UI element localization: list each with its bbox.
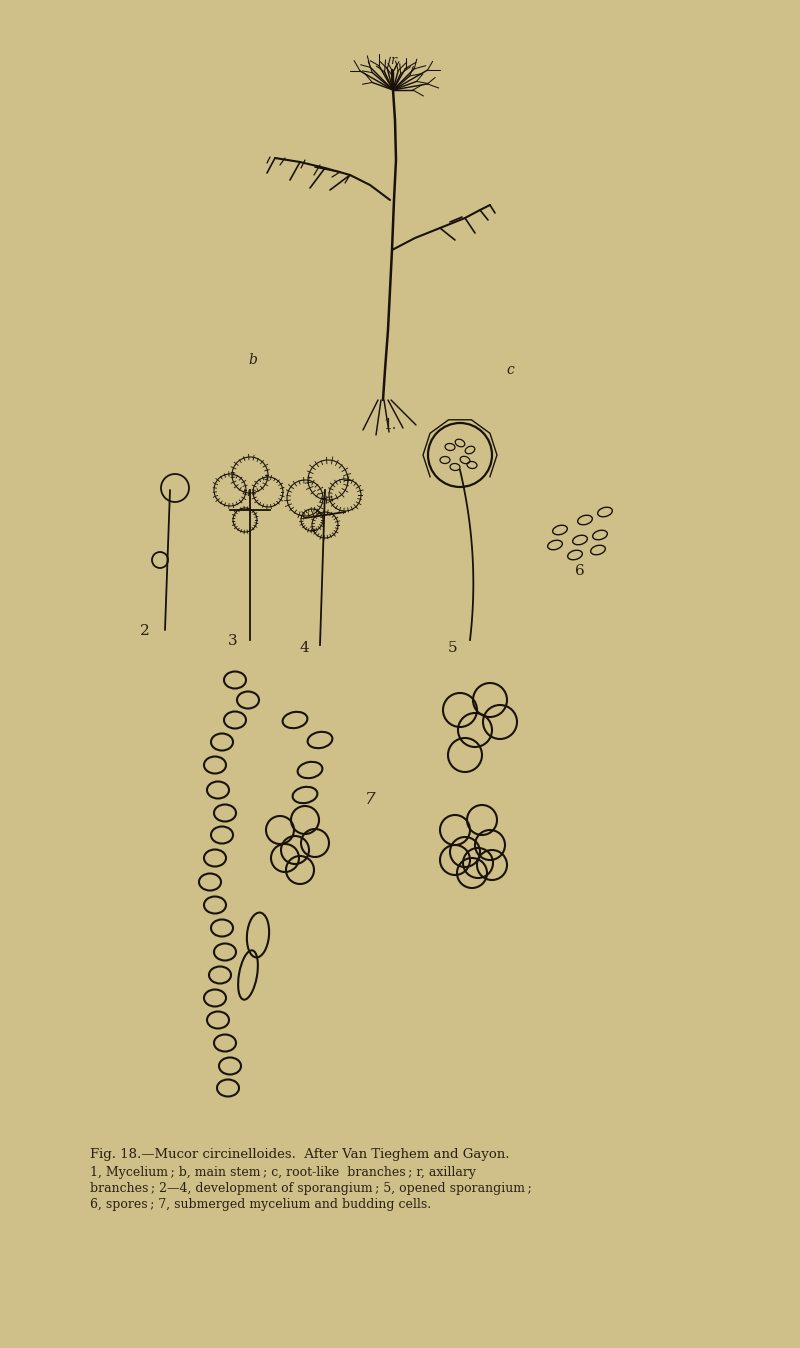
Text: 6, spores ; 7, submerged mycelium and budding cells.: 6, spores ; 7, submerged mycelium and bu… — [90, 1198, 431, 1211]
Text: 3: 3 — [228, 634, 238, 648]
Text: Fig. 18.—Mucor circinelloides.  After Van Tieghem and Gayon.: Fig. 18.—Mucor circinelloides. After Van… — [90, 1148, 510, 1161]
Text: c: c — [506, 363, 514, 377]
Text: b: b — [249, 353, 258, 367]
Text: r: r — [390, 54, 396, 66]
Text: 2: 2 — [140, 624, 150, 638]
Text: 1, Mycelium ; b, main stem ; c, root-like  branches ; r, axillary: 1, Mycelium ; b, main stem ; c, root-lik… — [90, 1166, 476, 1180]
Text: 6: 6 — [575, 563, 585, 578]
Text: 7: 7 — [365, 791, 375, 809]
Text: 4: 4 — [300, 642, 310, 655]
Text: branches ; 2—4, development of sporangium ; 5, opened sporangium ;: branches ; 2—4, development of sporangiu… — [90, 1182, 532, 1194]
Text: 5: 5 — [448, 642, 458, 655]
Text: 1.: 1. — [383, 418, 397, 431]
